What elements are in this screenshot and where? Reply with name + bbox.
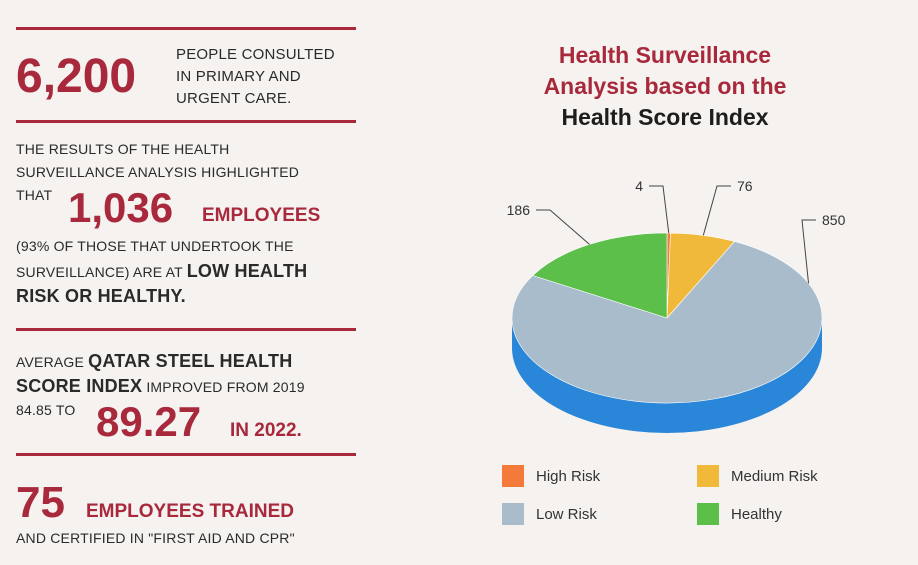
consulted-line-2: IN PRIMARY AND bbox=[176, 68, 301, 85]
legend-medium-risk: Medium Risk bbox=[697, 465, 818, 487]
analysis-line-1: THE RESULTS OF THE HEALTH bbox=[16, 141, 230, 157]
legend-label-healthy: Healthy bbox=[731, 505, 782, 523]
legend-low-risk: Low Risk bbox=[502, 503, 597, 525]
chart-title-line-1: Health Surveillance bbox=[558, 42, 772, 68]
legend-label-low-risk: Low Risk bbox=[536, 505, 597, 523]
analysis-line-5-prefix: SURVEILLANCE) ARE AT bbox=[16, 264, 183, 280]
score-line-2: SCORE INDEX IMPROVED FROM 2019 bbox=[16, 374, 305, 399]
legend-label-high-risk: High Risk bbox=[536, 467, 601, 485]
leader-line-medium-risk bbox=[702, 185, 731, 236]
analysis-line-5: SURVEILLANCE) ARE AT LOW HEALTH bbox=[16, 259, 307, 284]
analysis-line-2: SURVEILLANCE ANALYSIS HIGHLIGHTED bbox=[16, 164, 300, 180]
legend-label-medium-risk: Medium Risk bbox=[731, 467, 818, 485]
divider-4 bbox=[16, 453, 356, 456]
score-number: 89.27 bbox=[96, 398, 202, 445]
trained-number-suffix: EMPLOYEES TRAINED bbox=[86, 501, 294, 522]
score-line-1: AVERAGE QATAR STEEL HEALTH bbox=[16, 349, 292, 374]
analysis-number-suffix: EMPLOYEES bbox=[202, 205, 321, 226]
consulted-number: 6,200 bbox=[16, 50, 137, 103]
trained-number: 75 bbox=[16, 478, 65, 527]
pie-side bbox=[512, 318, 822, 433]
analysis-line-4: (93% OF THOSE THAT UNDERTOOK THE bbox=[16, 238, 294, 254]
consulted-text: PEOPLE CONSULTED IN PRIMARY AND URGENT C… bbox=[176, 44, 335, 110]
consulted-line-1: PEOPLE CONSULTED bbox=[176, 46, 335, 63]
analysis-line-6: RISK OR HEALTHY. bbox=[16, 286, 186, 306]
consulted-line-3: URGENT CARE. bbox=[176, 90, 292, 107]
divider-2 bbox=[16, 120, 356, 123]
legend-high-risk: High Risk bbox=[502, 465, 600, 487]
leader-line-high-risk bbox=[649, 185, 670, 234]
legend-swatch-high-risk bbox=[502, 465, 524, 487]
leader-line-healthy bbox=[536, 209, 590, 245]
data-label-high-risk: 4 bbox=[635, 178, 643, 194]
chart-title-line-3: Health Score Index bbox=[561, 104, 769, 130]
legend-swatch-low-risk bbox=[502, 503, 524, 525]
analysis-number: 1,036 bbox=[68, 184, 174, 231]
analysis-line-3: THAT bbox=[16, 187, 53, 203]
score-line-1-bold: QATAR STEEL HEALTH bbox=[88, 351, 293, 371]
divider-1 bbox=[16, 27, 356, 30]
score-number-suffix: IN 2022. bbox=[230, 420, 302, 441]
data-label-low-risk: 850 bbox=[822, 212, 846, 228]
data-label-medium-risk: 76 bbox=[737, 178, 753, 194]
pie-slice-healthy bbox=[532, 232, 668, 319]
trained-line-2: AND CERTIFIED IN "FIRST AID AND CPR" bbox=[16, 530, 295, 546]
score-line-2-bold: SCORE INDEX bbox=[16, 376, 143, 396]
score-line-2-suffix: IMPROVED FROM 2019 bbox=[146, 379, 305, 395]
analysis-line-5-bold: LOW HEALTH bbox=[186, 261, 308, 281]
score-line-3: 84.85 TO bbox=[16, 402, 76, 418]
data-label-healthy: 186 bbox=[507, 202, 531, 218]
pie-slice-medium-risk bbox=[666, 232, 736, 319]
pie-slice-low-risk bbox=[511, 241, 823, 404]
legend-swatch-healthy bbox=[697, 503, 719, 525]
legend-healthy: Healthy bbox=[697, 503, 782, 525]
chart-title: Health Surveillance Analysis based on th… bbox=[500, 40, 830, 133]
divider-3 bbox=[16, 328, 356, 331]
pie-slice-high-risk bbox=[666, 232, 671, 319]
chart-title-line-2: Analysis based on the bbox=[543, 73, 787, 99]
leader-line-low-risk bbox=[801, 219, 816, 284]
legend-swatch-medium-risk bbox=[697, 465, 719, 487]
score-line-1-prefix: AVERAGE bbox=[16, 354, 85, 370]
